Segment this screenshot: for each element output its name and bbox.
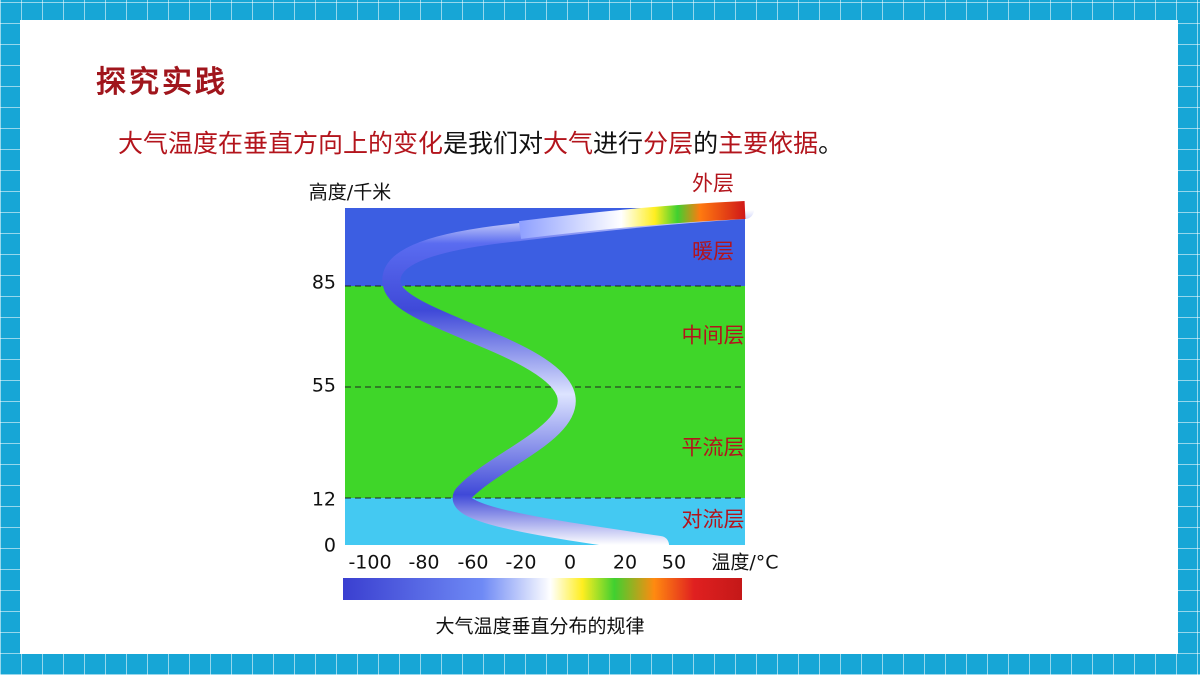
x-label: 50 bbox=[662, 552, 686, 574]
x-label: -20 bbox=[505, 552, 536, 574]
temperature-curve-top bbox=[518, 201, 746, 239]
sentence-segment: 大气温度在垂直方向上的变化 bbox=[118, 129, 443, 158]
caption: 大气温度垂直分布的规律 bbox=[435, 616, 644, 638]
x-label: -100 bbox=[348, 552, 391, 574]
color-scale bbox=[343, 578, 742, 600]
x-label: -80 bbox=[408, 552, 439, 574]
x-axis-label: 温度/°C bbox=[711, 552, 778, 574]
layer-label: 对流层 bbox=[682, 508, 745, 532]
layer-label: 中间层 bbox=[682, 324, 745, 348]
band-green bbox=[345, 286, 745, 498]
sentence-segment: 大气 bbox=[543, 129, 593, 158]
slide-title: 探究实践 bbox=[96, 65, 228, 100]
sentence-segment: 的 bbox=[693, 129, 718, 158]
y-label: 85 bbox=[312, 272, 336, 294]
sentence-segment: 进行 bbox=[593, 129, 643, 158]
y-label: 55 bbox=[312, 375, 336, 397]
layer-label: 外层 bbox=[692, 172, 734, 196]
layer-label: 平流层 bbox=[682, 436, 745, 460]
sentence-segment: 是我们对 bbox=[443, 129, 543, 158]
y-label: 12 bbox=[312, 489, 336, 511]
diagram-image bbox=[343, 201, 754, 600]
layer-label: 暖层 bbox=[692, 240, 734, 264]
sentence-segment: 分层 bbox=[643, 129, 693, 158]
sentence-segment: 主要依据 bbox=[718, 129, 818, 158]
x-label: -60 bbox=[457, 552, 488, 574]
y-axis-label: 高度/千米 bbox=[309, 182, 391, 204]
x-label: 20 bbox=[613, 552, 637, 574]
x-label: 0 bbox=[564, 552, 576, 574]
sentence-segment: 。 bbox=[818, 129, 843, 158]
intro-sentence: 大气温度在垂直方向上的变化是我们对大气进行分层的主要依据。 bbox=[118, 129, 843, 158]
y-label: 0 bbox=[324, 535, 336, 557]
